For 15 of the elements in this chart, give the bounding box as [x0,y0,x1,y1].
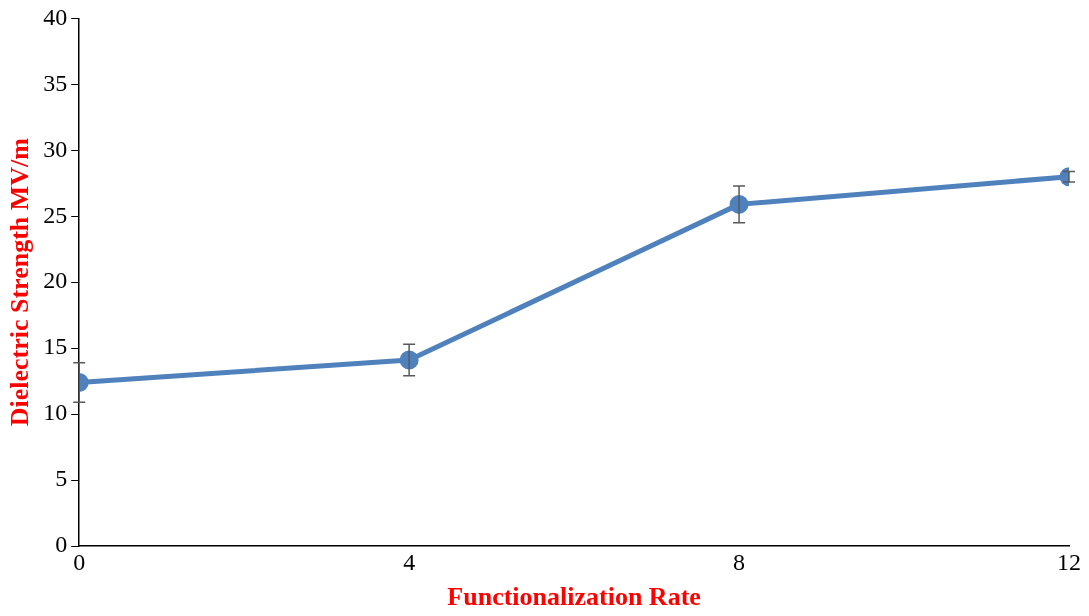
x-tick-label: 4 [403,548,416,575]
y-tick-label: 5 [55,465,68,492]
y-tick-label: 0 [55,531,68,558]
y-tick-label: 10 [43,399,68,426]
y-tick-label: 20 [43,267,68,294]
y-tick-label: 25 [43,201,68,228]
y-tick-label: 35 [43,69,68,96]
x-tick-label: 12 [1057,548,1081,575]
x-axis-title: Functionalization Rate [447,582,701,612]
x-tick-label: 8 [733,548,746,575]
y-tick-label: 15 [43,333,68,360]
y-tick-label: 40 [43,3,68,30]
y-axis-title: Dielectric Strength MV/m [5,137,35,427]
x-tick-label: 0 [73,548,86,575]
y-tick-label: 30 [43,135,68,162]
